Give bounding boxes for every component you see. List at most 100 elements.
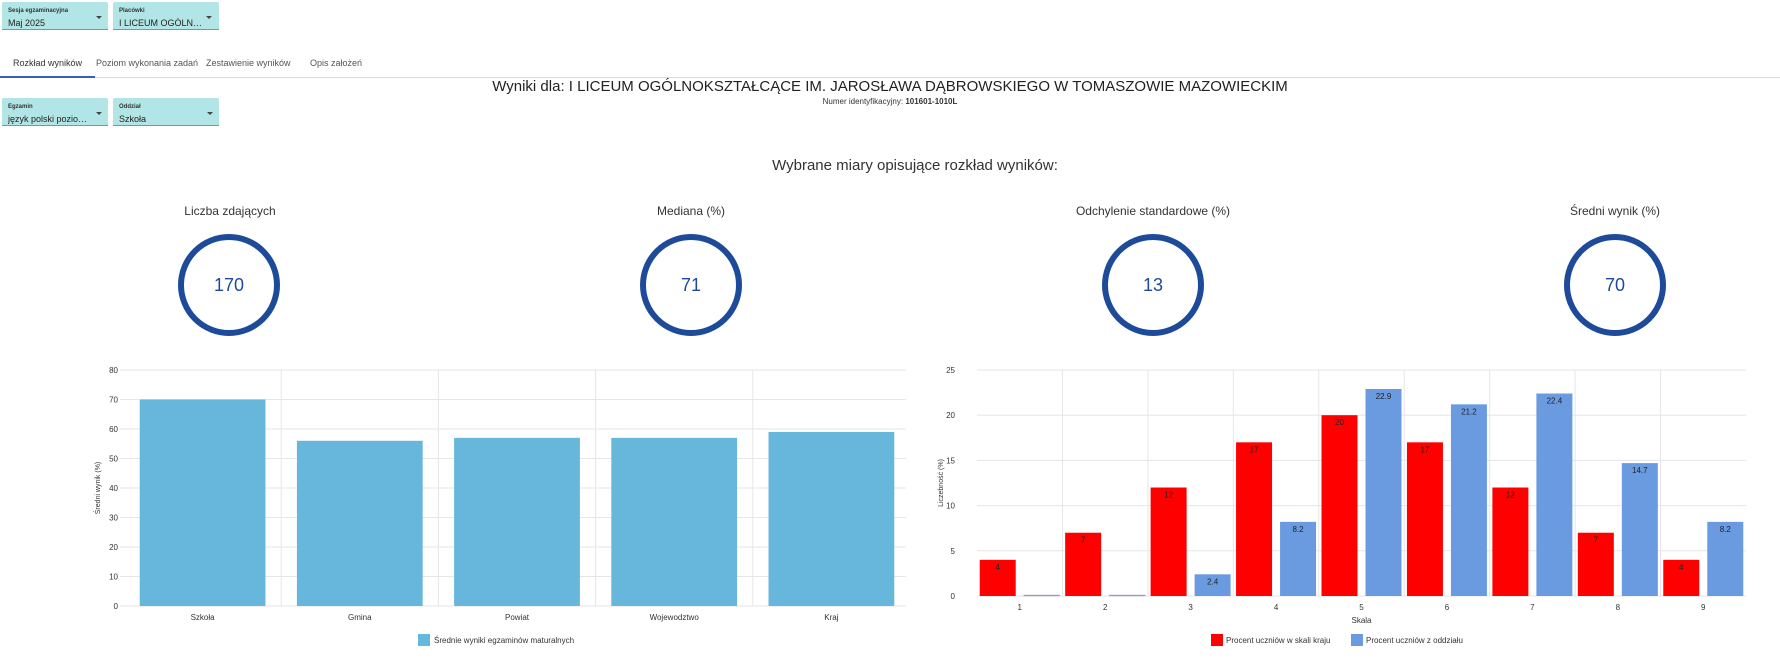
session-select-value: Maj 2025 — [8, 18, 46, 28]
bar — [1365, 388, 1402, 596]
chevron-down-icon — [96, 112, 102, 115]
y-axis-label: Liczebność (%) — [938, 459, 945, 507]
bar — [1065, 532, 1102, 596]
bar — [1023, 594, 1060, 597]
active-tab-indicator — [0, 76, 95, 78]
bar — [1536, 393, 1573, 596]
y-tick-label: 80 — [109, 366, 118, 375]
metric-value-stddev: 13 — [1142, 275, 1164, 295]
page-title: Wyniki dla: I LICEUM OGÓLNOKSZTAŁCĄCE IM… — [492, 78, 1288, 95]
data-label: 12 — [1164, 491, 1173, 500]
bar — [1707, 521, 1744, 596]
data-label: 7 — [1594, 536, 1599, 545]
data-label: 21.2 — [1461, 407, 1477, 416]
exam-select[interactable]: Egzamin język polski poziom pod... — [2, 98, 108, 126]
metric-value-count: 170 — [213, 275, 245, 295]
x-tick-label: Powiat — [505, 613, 530, 622]
data-label: 7 — [1081, 536, 1086, 545]
data-label: 17 — [1420, 445, 1429, 454]
data-label: 12 — [1506, 491, 1515, 500]
y-tick-label: 10 — [109, 573, 118, 582]
exam-select-value: język polski poziom pod... — [8, 114, 94, 124]
x-tick-label: 8 — [1616, 603, 1621, 612]
metric-circle-median: 71 — [640, 234, 742, 336]
x-tick-label: 3 — [1188, 603, 1193, 612]
legend-label: Procent uczniów z oddziału — [1366, 636, 1463, 645]
bar — [979, 559, 1016, 596]
bar — [454, 437, 580, 606]
bar — [611, 437, 738, 606]
y-tick-label: 40 — [109, 484, 118, 493]
tab-opis-zalozen[interactable]: Opis założeń — [310, 58, 363, 68]
identifier-label: Numer identyfikacyjny: — [822, 97, 904, 106]
chevron-down-icon — [207, 112, 213, 115]
tab-rozklad-wynikow[interactable]: Rozkład wyników — [13, 58, 83, 68]
bar — [296, 440, 423, 606]
y-tick-label: 30 — [109, 514, 118, 523]
class-select-label: Oddział — [119, 104, 141, 110]
data-label: 17 — [1250, 445, 1259, 454]
identifier-value: 101601-1010L — [905, 97, 958, 106]
session-select[interactable]: Sesja egzaminacyjna Maj 2025 — [2, 2, 108, 30]
y-tick-label: 0 — [951, 592, 956, 601]
school-select-label: Placówki — [119, 8, 145, 14]
bar — [1406, 442, 1443, 596]
x-tick-label: Szkoła — [191, 613, 216, 622]
y-tick-label: 15 — [946, 456, 955, 465]
data-label: 8.2 — [1292, 525, 1304, 534]
class-select-value: Szkoła — [119, 114, 147, 124]
metric-label-count: Liczba zdających — [184, 204, 276, 218]
legend-label: Procent uczniów w skali kraju — [1226, 636, 1330, 645]
data-label: 20 — [1335, 418, 1344, 427]
identifier-line: Numer identyfikacyjny: 101601-1010L — [0, 97, 1780, 106]
y-tick-label: 20 — [109, 543, 118, 552]
metric-label-stddev: Odchylenie standardowe (%) — [1075, 204, 1231, 218]
x-tick-label: 6 — [1445, 603, 1450, 612]
tab-zestawienie-wynikow[interactable]: Zestawienie wyników — [206, 58, 291, 68]
exam-select-label: Egzamin — [8, 104, 33, 110]
data-label: 22.4 — [1547, 397, 1563, 406]
data-label: 22.9 — [1376, 392, 1392, 401]
x-axis-label: Skala — [1351, 616, 1372, 625]
x-tick-label: 5 — [1359, 603, 1364, 612]
y-tick-label: 5 — [951, 547, 956, 556]
bar — [1236, 442, 1273, 596]
metric-circle-mean: 70 — [1564, 234, 1666, 336]
section-title: Wybrane miary opisujące rozkład wyników: — [772, 157, 1058, 174]
bar — [139, 399, 266, 606]
legend-swatch — [418, 634, 430, 646]
bar — [1280, 521, 1317, 596]
metric-value-mean: 70 — [1604, 275, 1626, 295]
data-label: 4 — [1679, 563, 1684, 572]
x-tick-label: 7 — [1530, 603, 1535, 612]
y-tick-label: 10 — [946, 502, 955, 511]
metric-value-median: 71 — [680, 275, 702, 295]
legend-swatch — [1351, 634, 1363, 646]
metric-circle-count: 170 — [178, 234, 280, 336]
x-tick-label: Wojewodztwo — [650, 613, 700, 622]
data-label: 2.4 — [1207, 577, 1219, 586]
y-tick-label: 70 — [109, 396, 118, 405]
bar — [1108, 594, 1146, 597]
legend-swatch — [1211, 634, 1223, 646]
chevron-down-icon — [96, 16, 102, 19]
x-tick-label: Gmina — [348, 613, 372, 622]
bar — [1321, 415, 1358, 596]
metric-circle-stddev: 13 — [1102, 234, 1204, 336]
x-tick-label: 1 — [1017, 603, 1022, 612]
chevron-down-icon — [206, 16, 212, 19]
x-tick-label: 9 — [1701, 603, 1706, 612]
metric-label-median: Mediana (%) — [656, 204, 726, 218]
tab-poziom-wykonania-zadan[interactable]: Poziom wykonania zadań — [96, 58, 199, 68]
x-tick-label: 4 — [1274, 603, 1279, 612]
bar — [1621, 463, 1658, 596]
y-axis-label: Średni wynik (%) — [93, 462, 102, 515]
metric-label-mean: Średni wynik (%) — [1569, 204, 1661, 218]
y-tick-label: 25 — [946, 366, 955, 375]
bar — [1577, 532, 1614, 596]
class-select[interactable]: Oddział Szkoła — [113, 98, 219, 126]
school-select[interactable]: Placówki I LICEUM OGÓLNOKSZT... — [113, 2, 219, 30]
y-tick-label: 50 — [109, 455, 118, 464]
x-tick-label: Kraj — [824, 613, 838, 622]
session-select-label: Sesja egzaminacyjna — [8, 8, 69, 14]
